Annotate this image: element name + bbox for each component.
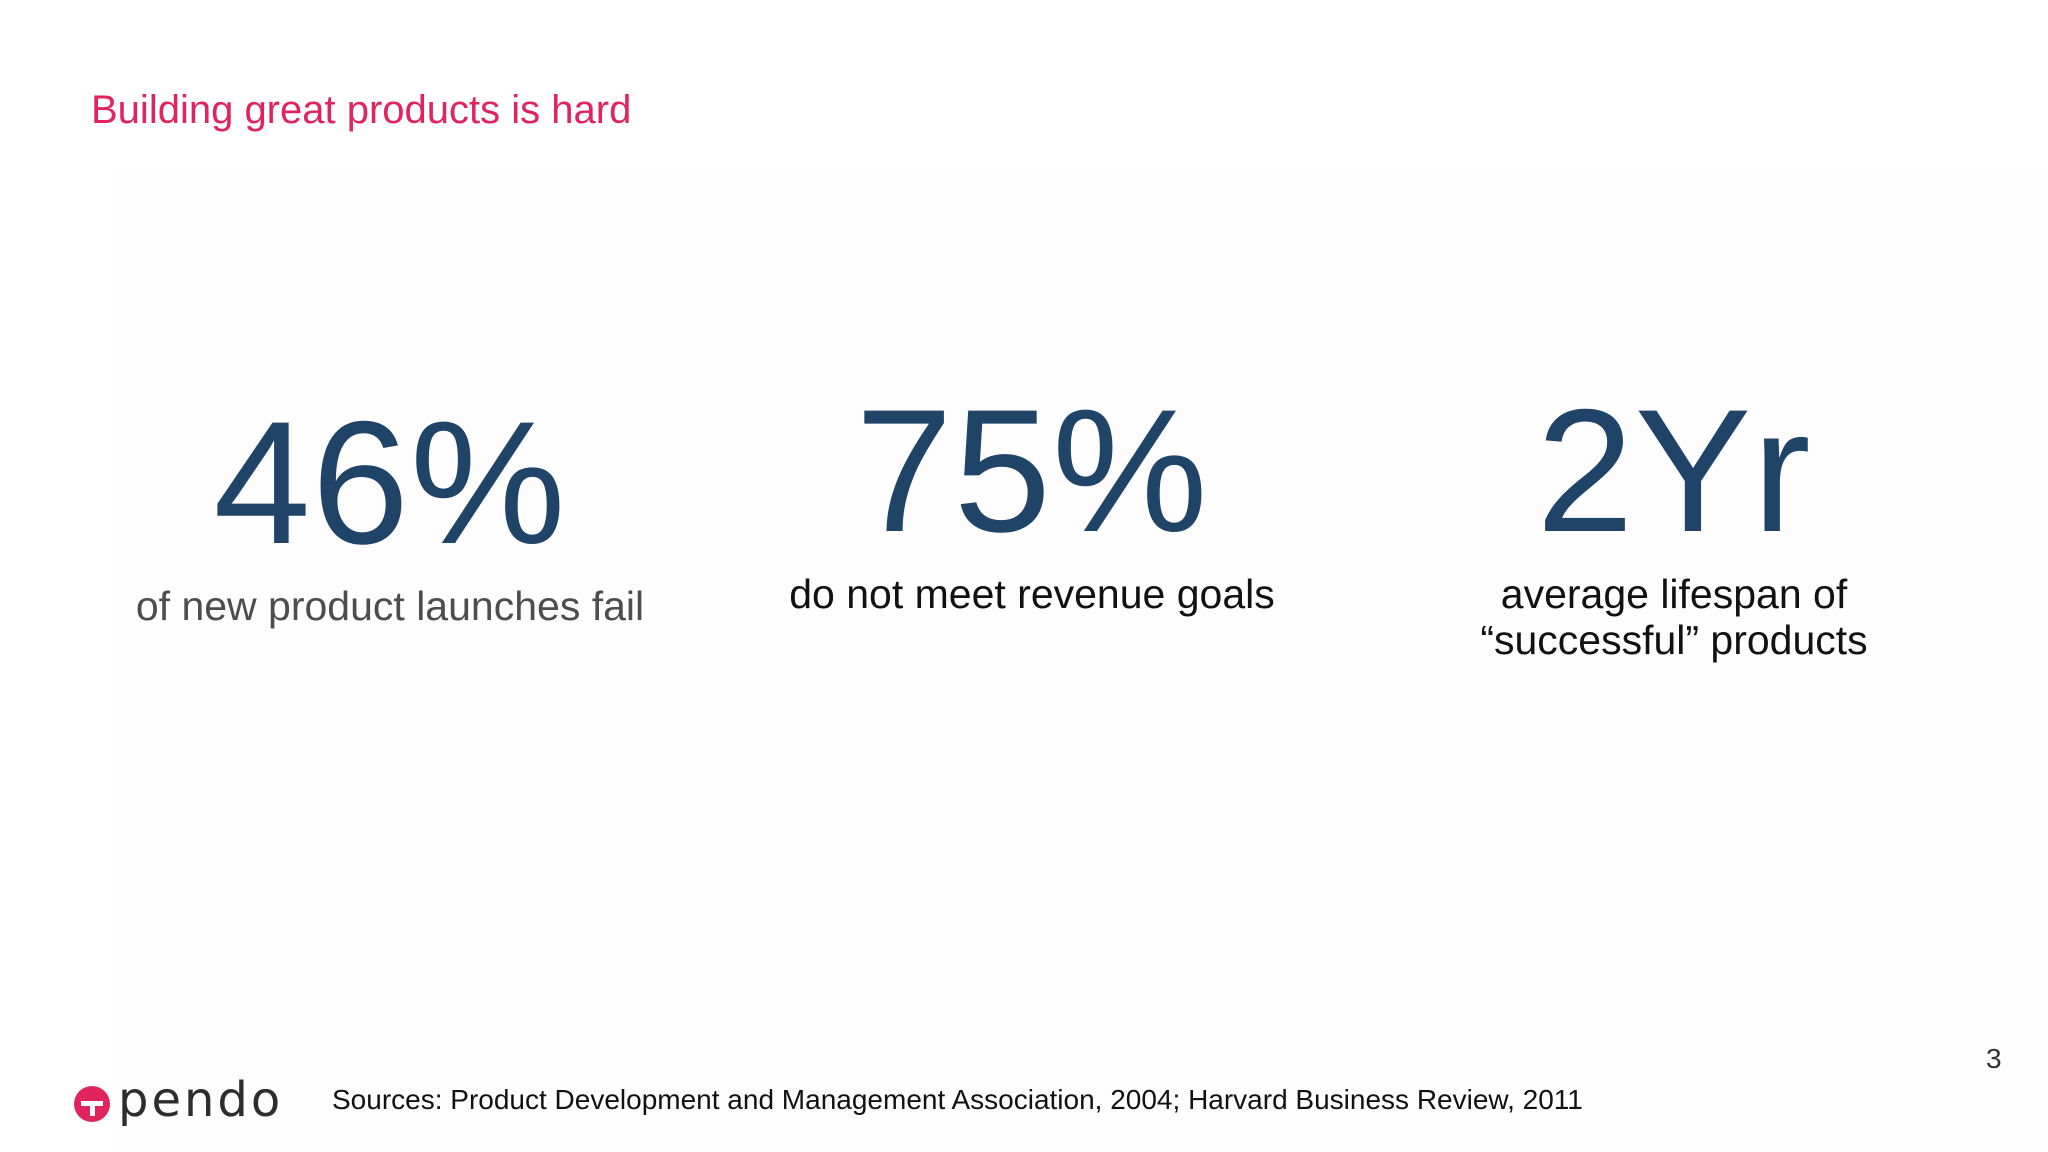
stat-caption-line: “successful” products bbox=[1480, 616, 1868, 663]
stat-revenue-goals: 75% do not meet revenue goals bbox=[722, 384, 1342, 618]
stat-caption-line: of new product launches fail bbox=[135, 583, 645, 629]
page-number: 3 bbox=[1986, 1043, 2002, 1074]
pendo-logo-icon bbox=[74, 1086, 110, 1122]
stat-lifespan: 2Yr average lifespan of “successful” pro… bbox=[1364, 384, 1984, 664]
slide-title: Building great products is hard bbox=[91, 88, 632, 132]
logo-text: pendo bbox=[118, 1072, 284, 1128]
stat-caption: do not meet revenue goals bbox=[722, 571, 1342, 618]
stat-value: 2Yr bbox=[1536, 374, 1812, 569]
stat-value: 75% bbox=[855, 374, 1209, 569]
stat-caption-line: do not meet revenue goals bbox=[789, 571, 1275, 617]
stat-caption: of new product launches fail bbox=[80, 583, 700, 630]
content-panel bbox=[112, 175, 2048, 1152]
stat-launch-failure: 46% of new product launches fail bbox=[80, 396, 700, 630]
stat-caption-line: average lifespan of bbox=[1500, 571, 1848, 617]
sources-note: Sources: Product Development and Managem… bbox=[332, 1084, 1583, 1115]
stat-value: 46% bbox=[213, 386, 567, 581]
stat-caption: average lifespan of “successful” product… bbox=[1364, 571, 1984, 664]
pendo-logo: pendo bbox=[74, 1076, 283, 1124]
